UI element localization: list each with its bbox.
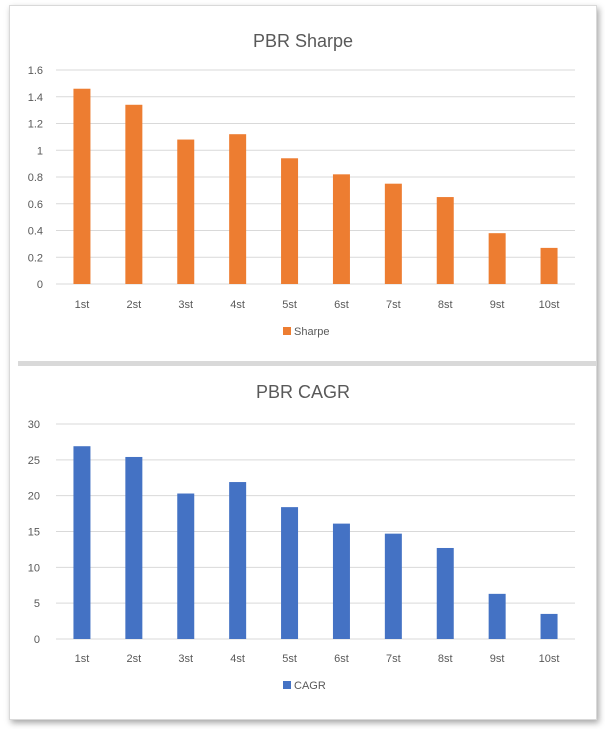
- bar: [488, 233, 506, 284]
- x-tick-label: 10st: [539, 299, 560, 311]
- y-tick-label: 0: [37, 279, 43, 291]
- x-tick-label: 2st: [127, 653, 142, 665]
- legend-swatch: [283, 327, 291, 335]
- x-tick-label: 8st: [438, 299, 453, 311]
- bar: [177, 493, 195, 639]
- y-tick-label: 10: [28, 562, 40, 574]
- bar: [332, 523, 350, 639]
- y-tick-label: 0: [34, 634, 40, 646]
- x-tick-label: 7st: [386, 299, 401, 311]
- chart-title: PBR CAGR: [256, 382, 350, 402]
- bar: [281, 507, 299, 639]
- x-tick-label: 6st: [334, 299, 349, 311]
- y-tick-label: 1.2: [28, 119, 43, 131]
- bar: [229, 134, 247, 284]
- legend-label: Sharpe: [294, 326, 329, 338]
- x-tick-label: 1st: [75, 299, 90, 311]
- bar: [332, 174, 350, 284]
- x-tick-label: 9st: [490, 653, 505, 665]
- x-tick-label: 4st: [230, 653, 245, 665]
- bar: [384, 183, 402, 284]
- y-tick-label: 1.6: [28, 65, 43, 77]
- y-tick-label: 15: [28, 527, 40, 539]
- bar: [384, 533, 402, 639]
- bar: [540, 247, 558, 284]
- y-tick-label: 25: [28, 455, 40, 467]
- x-tick-label: 6st: [334, 653, 349, 665]
- sharpe-chart: PBR Sharpe 0 0.2 0.4 0.6 0.8 1 1.2 1.4 1.6 1st 2st…: [28, 31, 575, 338]
- x-tick-label: 1st: [75, 653, 90, 665]
- chart-frame: [9, 5, 597, 720]
- bar: [436, 197, 454, 284]
- y-tick-label: 0.8: [28, 172, 43, 184]
- bar: [73, 88, 91, 284]
- y-tick-label: 20: [28, 491, 40, 503]
- y-tick-label: 5: [34, 598, 40, 610]
- x-tick-label: 7st: [386, 653, 401, 665]
- x-tick-label: 8st: [438, 653, 453, 665]
- y-tick-label: 1.4: [28, 92, 43, 104]
- y-tick-label: 1: [37, 145, 43, 157]
- bar: [125, 456, 143, 639]
- legend-swatch: [283, 681, 291, 689]
- bar: [229, 482, 247, 639]
- x-tick-label: 3st: [178, 299, 193, 311]
- y-tick-label: 30: [28, 419, 40, 431]
- x-tick-label: 2st: [127, 299, 142, 311]
- y-tick-label: 0.6: [28, 199, 43, 211]
- cagr-chart: PBR CAGR 0 5 10 15 20 25 30 1st 2st 3st 4st 5st 6st 7…: [28, 382, 575, 692]
- bar: [73, 446, 91, 639]
- bar: [177, 139, 195, 284]
- bar: [125, 104, 143, 285]
- y-tick-label: 0.4: [28, 226, 43, 238]
- x-tick-label: 9st: [490, 299, 505, 311]
- x-tick-label: 10st: [539, 653, 560, 665]
- bar: [436, 547, 454, 639]
- legend-label: CAGR: [294, 680, 326, 692]
- x-tick-label: 3st: [178, 653, 193, 665]
- bar: [488, 593, 506, 639]
- chart-title: PBR Sharpe: [253, 31, 353, 51]
- x-tick-label: 4st: [230, 299, 245, 311]
- y-tick-label: 0.2: [28, 252, 43, 264]
- bar: [540, 613, 558, 639]
- bar: [281, 158, 299, 284]
- chart-divider: [18, 361, 596, 366]
- x-tick-label: 5st: [282, 299, 297, 311]
- x-tick-label: 5st: [282, 653, 297, 665]
